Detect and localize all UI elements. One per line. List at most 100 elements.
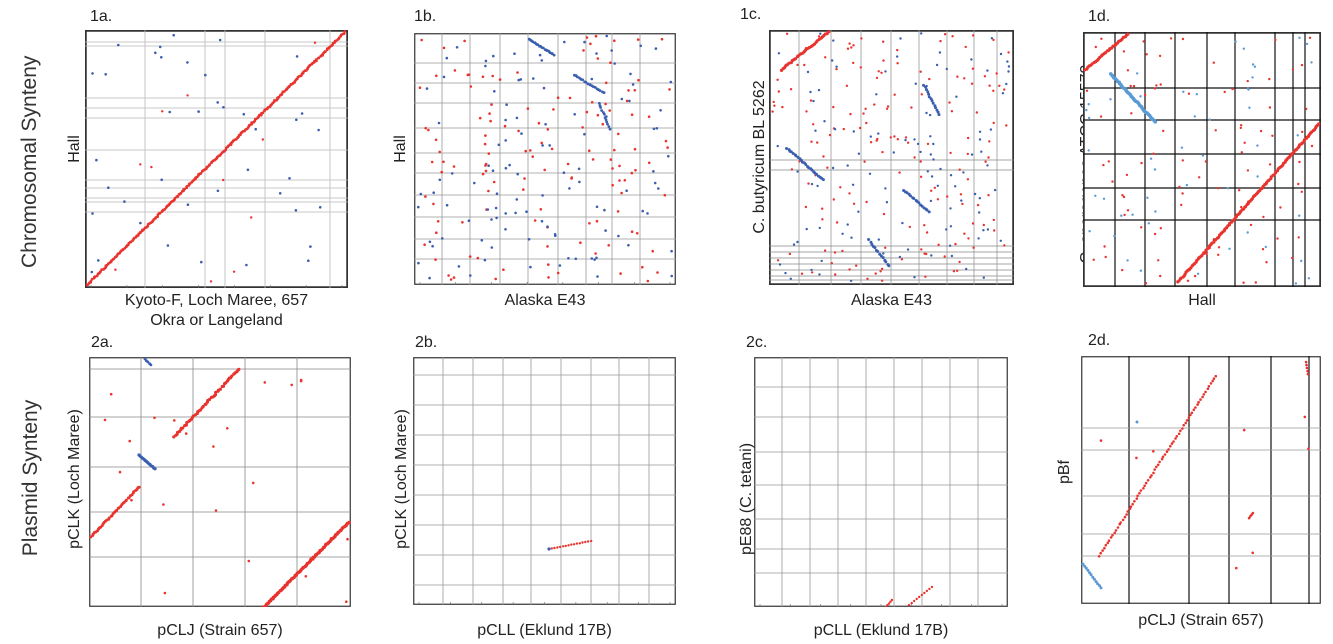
match-dot (109, 392, 113, 396)
match-dot (1170, 442, 1174, 445)
match-dot (637, 78, 640, 82)
match-dot (490, 246, 494, 249)
match-dot (483, 258, 487, 262)
match-dot (199, 172, 203, 175)
match-dot (1231, 87, 1234, 91)
match-dot (1136, 494, 1139, 498)
match-dot (447, 274, 450, 277)
match-dot (831, 166, 835, 170)
match-dot (986, 69, 989, 72)
match-dot (954, 185, 957, 188)
match-dot (924, 275, 927, 278)
match-dot (605, 34, 608, 38)
match-dot (1116, 526, 1120, 529)
match-dot (1130, 112, 1133, 115)
match-dot (948, 244, 952, 247)
match-dot (1161, 455, 1165, 459)
match-dot (550, 547, 553, 550)
match-dot (553, 546, 556, 550)
match-dot (839, 186, 842, 189)
match-dot (1300, 190, 1303, 193)
match-dot (896, 62, 899, 65)
match-dot (492, 180, 496, 184)
match-dot (882, 212, 886, 216)
match-dot (925, 589, 929, 593)
match-dot (1239, 126, 1242, 130)
match-dot (925, 208, 929, 212)
match-dot (1298, 160, 1301, 164)
match-dot (578, 542, 581, 545)
match-dot (960, 199, 963, 202)
match-dot (488, 112, 491, 115)
match-dot (776, 144, 779, 148)
match-dot (629, 72, 632, 76)
match-dot (573, 113, 576, 116)
match-dot (1102, 163, 1105, 167)
match-dot (901, 221, 904, 225)
match-dot (1084, 566, 1088, 570)
match-dot (913, 138, 916, 141)
match-dot (1174, 437, 1177, 440)
match-dot (541, 144, 544, 147)
match-dot (491, 169, 495, 172)
match-dot (989, 128, 993, 131)
match-dot (950, 254, 954, 258)
match-dot (971, 222, 975, 225)
match-dot (930, 175, 934, 178)
match-dot (1156, 463, 1160, 467)
match-dot (630, 171, 634, 175)
match-dot (1007, 70, 1010, 73)
match-dot (1202, 393, 1206, 396)
match-dot (1085, 108, 1088, 112)
match-dot (417, 205, 420, 209)
match-dot (504, 118, 507, 122)
match-dot (541, 194, 544, 197)
match-dot (1111, 534, 1114, 537)
match-dot (1129, 505, 1133, 508)
match-dot (417, 261, 420, 265)
match-dot (1297, 182, 1300, 186)
match-dot (431, 244, 434, 248)
match-dot (162, 503, 165, 506)
match-dot (214, 509, 218, 512)
match-dot (669, 80, 673, 84)
match-dot (542, 86, 546, 90)
match-dot (970, 153, 974, 156)
match-dot (546, 225, 549, 228)
match-dot (777, 90, 780, 93)
match-dot (869, 135, 872, 138)
match-dot (556, 271, 560, 275)
match-dot (1163, 453, 1167, 456)
match-dot (785, 32, 789, 35)
match-dot (548, 144, 551, 147)
match-dot (881, 256, 885, 260)
match-dot (929, 153, 932, 156)
match-dot (93, 275, 97, 279)
match-dot (885, 107, 889, 111)
match-dot (1186, 279, 1190, 282)
match-dot (1100, 37, 1103, 40)
match-dot (930, 254, 933, 257)
match-dot (204, 73, 207, 77)
match-dot (812, 123, 815, 126)
match-dot (1135, 456, 1138, 460)
match-dot (611, 183, 614, 187)
match-dot (923, 591, 926, 595)
match-dot (466, 73, 470, 77)
match-dot (214, 390, 218, 394)
match-dot (613, 39, 616, 42)
match-dot (582, 49, 585, 52)
match-dot (1214, 129, 1217, 132)
match-dot (657, 187, 660, 190)
match-dot (457, 265, 461, 268)
match-dot (441, 237, 444, 240)
match-dot (977, 237, 980, 240)
x-label-2b: pCLL (Eklund 17B) (477, 622, 612, 639)
match-dot (525, 210, 528, 213)
match-dot (1099, 439, 1103, 442)
match-dot (1240, 124, 1243, 127)
match-dot (832, 105, 835, 109)
match-dot (822, 155, 825, 158)
match-dot (862, 112, 865, 115)
match-dot (925, 111, 928, 115)
